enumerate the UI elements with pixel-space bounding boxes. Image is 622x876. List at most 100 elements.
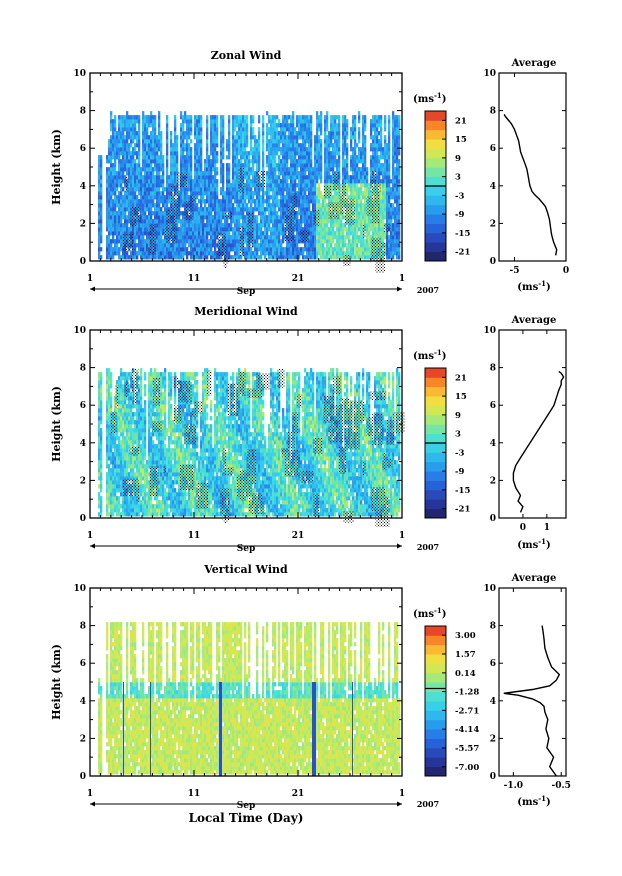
heatmap-cell [334, 223, 337, 228]
heatmap-cell [196, 171, 199, 176]
heatmap-cell [382, 215, 385, 220]
heatmap-cell [332, 163, 335, 168]
heatmap-cell [396, 127, 399, 132]
heatmap-cell [214, 155, 217, 160]
heatmap-cell [284, 163, 287, 168]
heatmap-cell [250, 191, 253, 196]
heatmap-cell [262, 131, 265, 136]
heatmap-cell [110, 512, 113, 517]
heatmap-cell [226, 203, 229, 208]
heatmap-cell [310, 119, 313, 124]
heatmap-cell [114, 167, 117, 172]
heatmap-cell [186, 235, 189, 240]
heatmap-cell [328, 199, 331, 204]
heatmap-cell [152, 143, 155, 148]
heatmap-cell [100, 432, 103, 437]
heatmap-cell [326, 119, 329, 124]
heatmap-cell [148, 215, 151, 220]
heatmap-cell [262, 239, 265, 244]
heatmap-cell [376, 127, 379, 132]
heatmap-cell [98, 452, 101, 457]
heatmap-cell [330, 119, 333, 124]
heatmap-cell [280, 191, 283, 196]
heatmap-cell [108, 223, 111, 228]
heatmap-cell [274, 151, 277, 156]
heatmap-cell [218, 227, 221, 232]
heatmap-cell [284, 183, 287, 188]
heatmap-cell [166, 203, 169, 208]
heatmap-cell [296, 243, 299, 248]
heatmap-cell [386, 175, 389, 180]
heatmap-cell [324, 159, 327, 164]
heatmap-cell [398, 251, 401, 256]
heatmap-cell [278, 219, 281, 224]
heatmap-cell [332, 171, 335, 176]
heatmap-cell [380, 191, 383, 196]
heatmap-cell [352, 135, 355, 140]
heatmap-cell [366, 231, 369, 236]
heatmap-cell [314, 151, 317, 156]
heatmap-cell [296, 159, 299, 164]
heatmap-cell [136, 115, 139, 120]
heatmap-cell [214, 231, 217, 236]
heatmap-cell [108, 472, 111, 477]
heatmap-cell [314, 175, 317, 180]
heatmap-cell [110, 504, 113, 509]
heatmap-cell [130, 183, 133, 188]
heatmap-cell [334, 127, 337, 132]
heatmap-cell [212, 231, 215, 236]
heatmap-cell [100, 496, 103, 501]
heatmap-cell [126, 115, 129, 120]
heatmap-cell [392, 207, 395, 212]
heatmap-cell [138, 203, 141, 208]
heatmap-cell [310, 251, 313, 256]
heatmap-cell [226, 239, 229, 244]
heatmap-cell [298, 207, 301, 212]
heatmap-cell [356, 195, 359, 200]
heatmap-cell [338, 135, 341, 140]
heatmap-cell [118, 183, 121, 188]
heatmap-cell [334, 247, 337, 252]
heatmap-cell [166, 199, 169, 204]
heatmap-cell [214, 115, 217, 120]
heatmap-cell [120, 203, 123, 208]
heatmap-cell [350, 179, 353, 184]
negative-hatch [217, 232, 226, 257]
heatmap-cell [198, 119, 201, 124]
heatmap-cell [158, 147, 161, 152]
heatmap-cell [116, 155, 119, 160]
heatmap-cell [268, 211, 271, 216]
heatmap-cell [268, 191, 271, 196]
heatmap-cell [360, 223, 363, 228]
heatmap-cell [214, 251, 217, 256]
heatmap-cell [290, 159, 293, 164]
heatmap-cell [158, 163, 161, 168]
heatmap-cell [138, 191, 141, 196]
heatmap-cell [248, 195, 251, 200]
heatmap-cell [336, 227, 339, 232]
heatmap-cell [222, 195, 225, 200]
y-tick-label: 0 [80, 257, 86, 267]
heatmap-cell [350, 163, 353, 168]
heatmap-cell [356, 251, 359, 256]
heatmap-cell [398, 187, 401, 192]
heatmap-cell [126, 143, 129, 148]
heatmap-cell [260, 195, 263, 200]
heatmap-cell [360, 227, 363, 232]
heatmap-cell [338, 243, 341, 248]
heatmap-cell [370, 123, 373, 128]
heatmap-cell [302, 127, 305, 132]
heatmap-cell [296, 231, 299, 236]
heatmap-cell [314, 191, 317, 196]
heatmap-cell [208, 215, 211, 220]
heatmap-cell [150, 215, 153, 220]
heatmap-cell [300, 183, 303, 188]
heatmap-cell [180, 167, 183, 172]
heatmap-cell [106, 448, 109, 453]
heatmap-cell [222, 127, 225, 132]
heatmap-cell [226, 171, 229, 176]
heatmap-cell [176, 139, 179, 144]
heatmap-cell [394, 159, 397, 164]
heatmap-cell [140, 243, 143, 248]
